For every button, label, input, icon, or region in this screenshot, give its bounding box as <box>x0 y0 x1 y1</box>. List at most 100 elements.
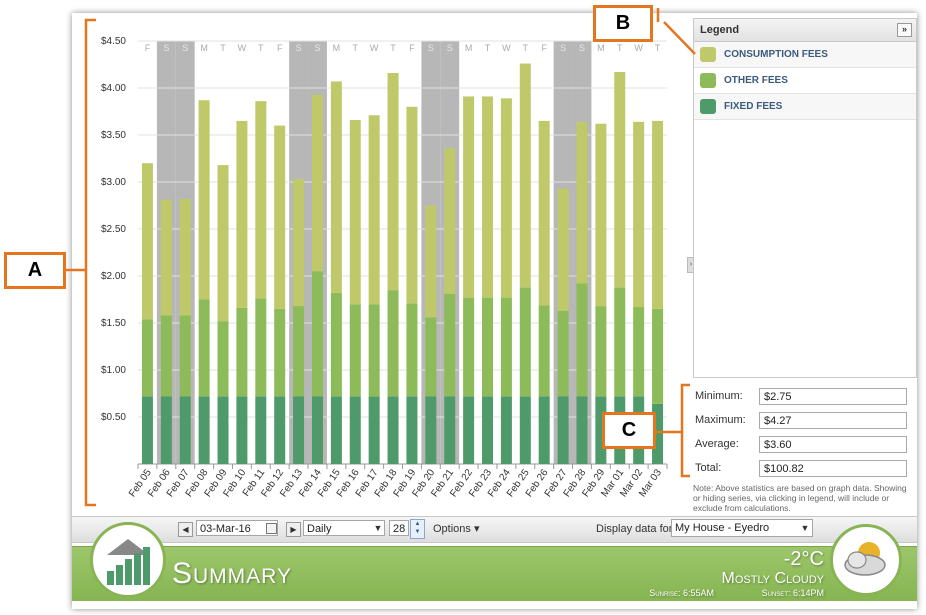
bar-segment <box>217 396 229 464</box>
bar-segment <box>349 396 361 464</box>
connector-b <box>663 21 696 55</box>
bar-segment <box>538 396 550 464</box>
bar-segment <box>236 396 248 464</box>
bar-segment <box>482 96 494 298</box>
chevron-down-icon[interactable]: ▼ <box>800 523 810 533</box>
date-input[interactable]: 03-Mar-16 <box>196 520 278 536</box>
bar-segment <box>179 315 191 397</box>
bar-segment <box>387 396 399 464</box>
bar-segment <box>500 396 512 464</box>
previous-arrow-icon[interactable]: ◀ <box>178 522 193 537</box>
legend-item-consumption-fees[interactable]: CONSUMPTION FEES <box>694 42 916 68</box>
chevron-down-icon[interactable]: ▼ <box>373 523 383 533</box>
day-letter: M <box>597 43 605 53</box>
bar-segment <box>330 292 342 397</box>
legend-panel: Legend » CONSUMPTION FEES OTHER FEES FIX… <box>693 18 917 378</box>
day-letter: T <box>220 43 226 53</box>
statistics-note: Note: Above statistics are based on grap… <box>693 483 907 513</box>
bar-segment <box>198 100 210 300</box>
bar-segment <box>538 305 550 397</box>
bar-segment <box>141 396 153 464</box>
day-letter: S <box>296 43 302 53</box>
total-field[interactable]: $100.82 <box>759 460 907 477</box>
bar-segment <box>179 396 191 464</box>
bar-segment <box>444 293 456 397</box>
period-select[interactable]: Daily <box>303 520 385 536</box>
bar-segment <box>387 72 399 291</box>
bar-segment <box>255 298 267 397</box>
legend-collapse-icon[interactable]: » <box>897 23 912 37</box>
bar-segment <box>557 310 569 397</box>
bar-segment <box>330 81 342 293</box>
y-tick-label: $3.00 <box>101 177 126 188</box>
bar-segment <box>311 271 323 397</box>
day-letter: W <box>502 43 511 53</box>
bar-segment <box>141 163 153 320</box>
bar-segment <box>482 396 494 464</box>
day-letter: F <box>277 43 283 53</box>
bracket-c <box>680 383 690 478</box>
weather-condition: Mostly Cloudy <box>721 570 824 587</box>
stacked-bar-chart: $0.50 $1.00 $1.50 $2.00 $2.50 $3.00 $3.50 $4.00… <box>101 36 668 499</box>
bar-segment <box>425 317 437 397</box>
day-letter: S <box>428 43 434 53</box>
count-stepper[interactable]: 28 <box>389 520 409 536</box>
bar-segment <box>557 188 569 311</box>
bar-segment <box>349 119 361 305</box>
bar-segment <box>463 297 475 397</box>
weather-cloud-icon <box>830 524 902 596</box>
bar-segment <box>160 396 172 464</box>
bar-segment <box>293 306 305 397</box>
day-letter: S <box>560 43 566 53</box>
bar-segment <box>217 165 229 322</box>
bar-segment <box>425 205 437 318</box>
day-letter: W <box>370 43 379 53</box>
location-select[interactable]: My House - Eyedro <box>671 519 813 537</box>
day-letter: M <box>200 43 208 53</box>
next-arrow-icon[interactable]: ▶ <box>286 522 301 537</box>
y-tick-label: $3.50 <box>101 130 126 141</box>
bar-segment <box>463 396 475 464</box>
bar-segment <box>614 287 626 397</box>
calendar-icon[interactable] <box>266 523 277 534</box>
y-tick-label: $4.00 <box>101 83 126 94</box>
bar-segment <box>425 396 437 464</box>
bar-segment <box>557 396 569 464</box>
minimum-label: Minimum: <box>695 390 743 402</box>
bar-segment <box>595 123 607 307</box>
average-field[interactable]: $3.60 <box>759 436 907 453</box>
day-letter: S <box>447 43 453 53</box>
callout-b: B <box>593 5 653 42</box>
y-tick-label: $2.00 <box>101 271 126 282</box>
day-letter: F <box>541 43 547 53</box>
bar-segment <box>330 396 342 464</box>
legend-item-fixed-fees[interactable]: FIXED FEES <box>694 94 916 120</box>
bar-segment <box>368 396 380 464</box>
page-title: Summary <box>172 557 292 590</box>
bar-segment <box>274 308 286 397</box>
day-letter: W <box>634 43 643 53</box>
legend-item-other-fees[interactable]: OTHER FEES <box>694 68 916 94</box>
day-letter: S <box>182 43 188 53</box>
day-letter: M <box>333 43 341 53</box>
bar-segment <box>236 307 248 397</box>
day-letter: T <box>655 43 661 53</box>
bar-segment <box>274 125 286 309</box>
legend-swatch <box>700 47 716 62</box>
maximum-field[interactable]: $4.27 <box>759 412 907 429</box>
maximum-label: Maximum: <box>695 414 746 426</box>
callout-a: A <box>4 252 66 289</box>
minimum-field[interactable]: $2.75 <box>759 388 907 405</box>
summary-footer <box>72 546 917 601</box>
bar-segment <box>368 115 380 305</box>
options-menu[interactable]: Options ▾ <box>433 523 480 535</box>
bar-segment <box>198 396 210 464</box>
bar-segment <box>538 120 550 306</box>
bar-segment <box>595 306 607 397</box>
legend-item-label: FIXED FEES <box>724 101 783 112</box>
legend-item-label: CONSUMPTION FEES <box>724 49 828 60</box>
legend-title: Legend <box>700 24 740 36</box>
stepper-arrows-icon[interactable]: ▲ ▼ <box>410 519 425 539</box>
legend-swatch <box>700 73 716 88</box>
